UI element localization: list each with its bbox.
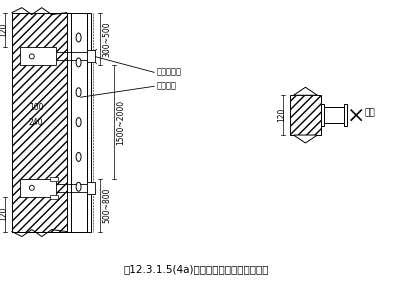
Ellipse shape bbox=[76, 58, 81, 67]
Polygon shape bbox=[294, 87, 318, 95]
Text: 300~500: 300~500 bbox=[102, 21, 112, 57]
Bar bbox=[324, 107, 344, 123]
Text: 100: 100 bbox=[29, 103, 43, 112]
Ellipse shape bbox=[76, 88, 81, 97]
Text: 工字钢立柱: 工字钢立柱 bbox=[156, 68, 181, 77]
Text: 预制砌块: 预制砌块 bbox=[156, 82, 176, 91]
Ellipse shape bbox=[76, 152, 81, 161]
Bar bbox=[344, 104, 347, 126]
Circle shape bbox=[29, 185, 34, 190]
Text: 图12.3.1.5(4a)工字钢立柱用预制砌块侧装: 图12.3.1.5(4a)工字钢立柱用预制砌块侧装 bbox=[123, 264, 269, 274]
Circle shape bbox=[29, 54, 34, 59]
Bar bbox=[71, 13, 86, 232]
Polygon shape bbox=[294, 135, 318, 143]
Bar bbox=[86, 51, 94, 62]
Bar bbox=[321, 104, 324, 126]
Bar bbox=[67, 13, 71, 232]
Text: 120: 120 bbox=[277, 108, 286, 122]
Text: 焊接: 焊接 bbox=[364, 109, 375, 118]
Bar bbox=[50, 177, 58, 181]
Ellipse shape bbox=[76, 182, 81, 191]
Bar bbox=[12, 13, 67, 232]
Bar bbox=[290, 95, 321, 135]
Text: 120: 120 bbox=[0, 207, 8, 221]
Bar bbox=[86, 182, 94, 194]
Text: 500~800: 500~800 bbox=[102, 187, 112, 223]
Bar bbox=[20, 179, 56, 197]
Ellipse shape bbox=[76, 33, 81, 42]
Ellipse shape bbox=[76, 118, 81, 126]
Bar bbox=[86, 13, 90, 232]
Text: 120: 120 bbox=[0, 23, 8, 37]
Text: 240: 240 bbox=[29, 117, 43, 127]
Bar bbox=[20, 47, 56, 65]
Text: 1500~2000: 1500~2000 bbox=[116, 99, 125, 145]
Bar bbox=[50, 195, 58, 199]
